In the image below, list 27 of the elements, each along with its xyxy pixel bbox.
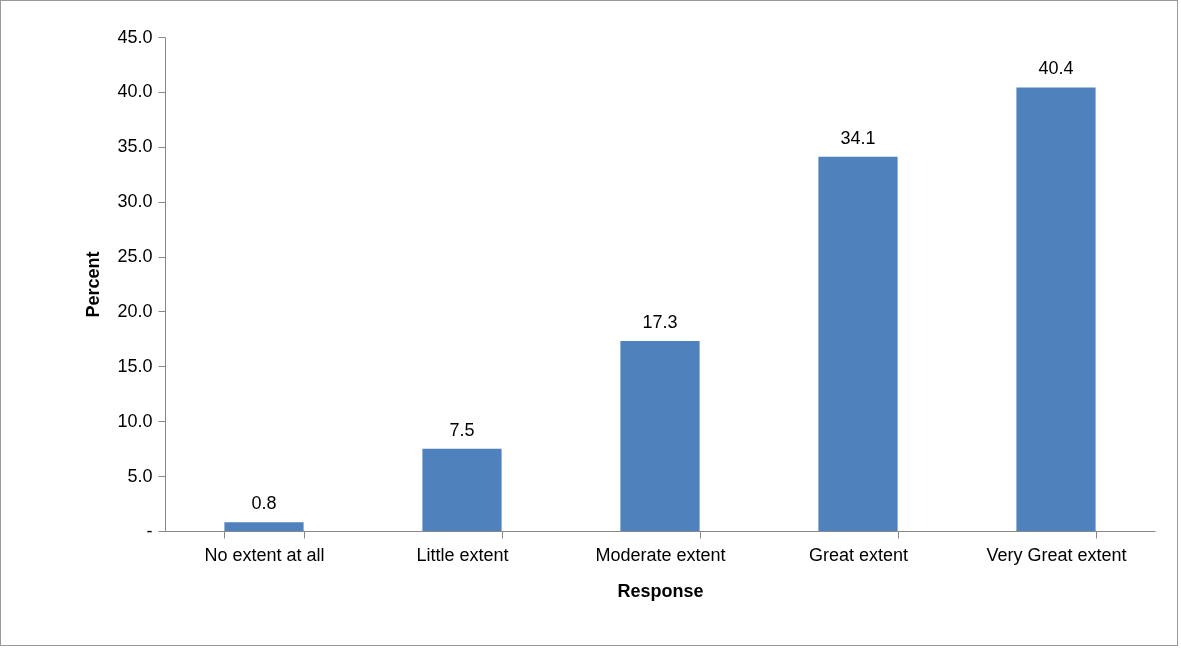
- bar: [818, 156, 898, 531]
- data-label: 0.8: [251, 493, 277, 514]
- x-tick-label: Little extent: [416, 544, 509, 565]
- x-tick-label: No extent at all: [204, 544, 325, 565]
- data-label: 7.5: [449, 419, 475, 440]
- x-tick-label: Very Great extent: [986, 544, 1127, 565]
- y-tick-label: 10.0: [117, 410, 153, 431]
- bar: [224, 522, 304, 531]
- x-axis-title: Response: [617, 580, 704, 601]
- y-axis-title: Percent: [83, 251, 104, 318]
- y-tick-label: -: [146, 520, 153, 541]
- bar: [422, 448, 502, 531]
- y-tick-label: 25.0: [117, 246, 153, 267]
- x-tick-label: Great extent: [808, 544, 909, 565]
- y-tick-label: 45.0: [117, 26, 153, 47]
- x-tick-label: Moderate extent: [595, 544, 726, 565]
- data-label: 40.4: [1038, 58, 1074, 79]
- y-tick-label: 5.0: [127, 465, 153, 486]
- y-tick-label: 30.0: [117, 191, 153, 212]
- data-label: 17.3: [642, 312, 678, 333]
- y-tick-label: 40.0: [117, 81, 153, 102]
- y-tick-label: 15.0: [117, 355, 153, 376]
- bar: [1016, 87, 1096, 531]
- bar: [620, 341, 700, 531]
- data-label: 34.1: [840, 127, 876, 148]
- y-tick-label: 20.0: [117, 300, 153, 321]
- y-tick-label: 35.0: [117, 136, 153, 157]
